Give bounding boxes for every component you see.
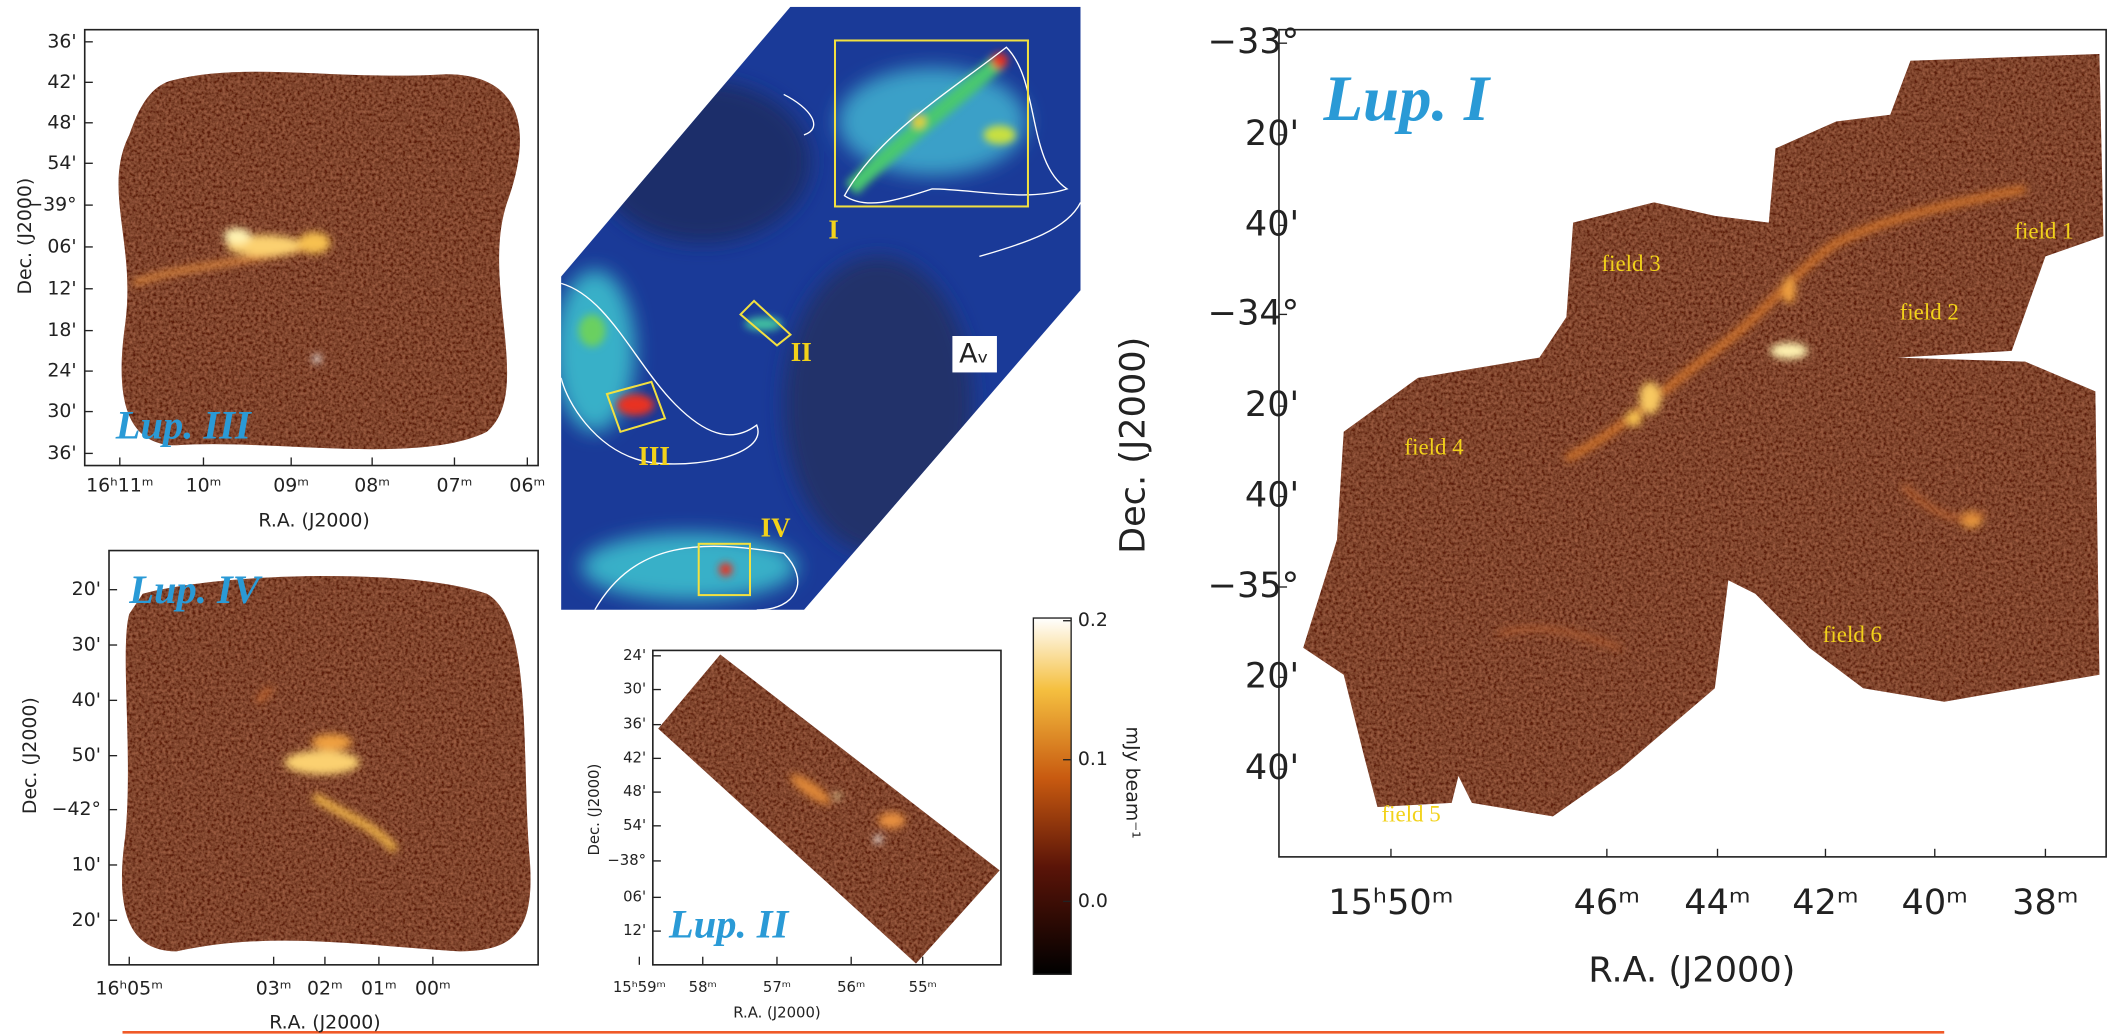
y-tick-label: 12' <box>623 922 646 939</box>
panel-title: Lup. IV <box>128 567 262 612</box>
extinction-label: Aᵥ <box>959 338 989 369</box>
field-label: field 4 <box>1404 435 1464 460</box>
y-axis-label: Dec. (J2000) <box>19 697 41 814</box>
x-axis-label: R.A. (J2000) <box>258 509 369 531</box>
y-tick-label: −34° <box>1208 292 1300 333</box>
y-tick-label: −42° <box>52 798 101 820</box>
y-tick-label: 40' <box>1245 203 1299 244</box>
y-tick-label: 10' <box>72 853 101 875</box>
field-label: field 6 <box>1823 622 1882 647</box>
field-label: field 5 <box>1382 802 1441 827</box>
colorbar-tick-label: 0.0 <box>1078 890 1108 912</box>
x-tick-label: 44ᵐ <box>1684 882 1751 923</box>
region-label: III <box>638 441 670 471</box>
y-tick-label: 20' <box>1245 113 1299 154</box>
y-tick-label: 40' <box>72 689 101 711</box>
y-tick-label: 20' <box>1245 384 1299 425</box>
y-tick-label: 40' <box>1245 747 1299 788</box>
y-axis-label: Dec. (J2000) <box>586 764 603 856</box>
x-tick-label: 57ᵐ <box>763 979 791 996</box>
y-tick-label: 42' <box>623 749 646 766</box>
field-label: field 2 <box>1900 300 1959 325</box>
x-tick-label: 58ᵐ <box>689 979 717 996</box>
colorbar-tick-label: 0.2 <box>1078 609 1108 631</box>
x-tick-label: 16ʰ05ᵐ <box>96 978 163 1000</box>
y-tick-label: 06' <box>623 888 646 905</box>
extinction-map <box>554 7 1080 610</box>
x-tick-label: 09ᵐ <box>273 474 309 496</box>
y-tick-label: 20' <box>72 578 101 600</box>
x-tick-label: 03ᵐ <box>256 978 292 1000</box>
colorbar <box>1033 618 1071 974</box>
map-lup-iii <box>119 72 520 450</box>
y-tick-label: −33° <box>1208 21 1300 62</box>
y-tick-label: −35° <box>1208 565 1300 606</box>
x-tick-label: 15ʰ50ᵐ <box>1328 882 1453 923</box>
figure: 36'42'48'54'−39°06'12'18'24'30'36'16ʰ11ᵐ… <box>0 0 2118 1035</box>
y-tick-label: 24' <box>623 647 646 664</box>
y-tick-label: 36' <box>47 30 76 52</box>
x-tick-label: 55ᵐ <box>909 979 937 996</box>
panel-title: Lup. II <box>668 902 789 947</box>
x-tick-label: 56ᵐ <box>837 979 865 996</box>
x-tick-label: 40ᵐ <box>1902 882 1969 923</box>
x-axis-label: R.A. (J2000) <box>1588 950 1795 991</box>
y-tick-label: 36' <box>47 442 76 464</box>
colorbar-label: mJy beam⁻¹ <box>1121 727 1143 839</box>
x-tick-label: 07ᵐ <box>437 474 473 496</box>
y-tick-label: 20' <box>72 909 101 931</box>
x-tick-label: 38ᵐ <box>2012 882 2078 923</box>
y-tick-label: 54' <box>47 152 76 174</box>
x-tick-label: 06ᵐ <box>509 474 545 496</box>
y-tick-label: 12' <box>47 277 76 299</box>
panel-title: Lup. III <box>115 402 252 447</box>
x-tick-label: 42ᵐ <box>1792 882 1859 923</box>
y-tick-label: 40' <box>1245 475 1299 516</box>
y-tick-label: 20' <box>1245 655 1299 696</box>
y-tick-label: 30' <box>72 634 101 656</box>
map-lup-iv <box>122 576 531 951</box>
y-tick-label: 54' <box>623 817 646 834</box>
y-tick-label: 30' <box>623 681 646 698</box>
y-axis-label: Dec. (J2000) <box>14 178 36 295</box>
field-label: field 1 <box>2014 219 2073 244</box>
x-tick-label: 15ʰ59ᵐ <box>613 979 666 996</box>
x-tick-label: 00ᵐ <box>415 978 451 1000</box>
y-tick-label: 48' <box>47 111 76 133</box>
x-tick-label: 01ᵐ <box>361 978 397 1000</box>
y-tick-label: 50' <box>72 744 101 766</box>
region-label: I <box>828 214 839 244</box>
x-tick-label: 02ᵐ <box>307 978 343 1000</box>
region-label: IV <box>761 513 791 543</box>
y-tick-label: 36' <box>623 716 646 733</box>
x-tick-label: 10ᵐ <box>186 474 222 496</box>
field-label: field 3 <box>1601 251 1660 276</box>
y-tick-label: 42' <box>47 71 76 93</box>
x-tick-label: 16ʰ11ᵐ <box>86 474 153 496</box>
x-tick-label: 08ᵐ <box>354 474 390 496</box>
x-axis-label: R.A. (J2000) <box>269 1011 380 1033</box>
colorbar-tick-label: 0.1 <box>1078 748 1108 770</box>
y-tick-label: −38° <box>607 852 646 869</box>
x-axis-label: R.A. (J2000) <box>733 1004 820 1021</box>
y-tick-label: 48' <box>623 783 646 800</box>
x-tick-label: 46ᵐ <box>1574 882 1641 923</box>
y-axis-label: Dec. (J2000) <box>1113 337 1154 554</box>
region-label: II <box>791 337 812 367</box>
panel-title: Lup. I <box>1322 63 1491 135</box>
y-tick-label: 24' <box>47 360 76 382</box>
y-tick-label: 30' <box>47 400 76 422</box>
y-tick-label: 18' <box>47 319 76 341</box>
y-tick-label: 06' <box>47 235 76 257</box>
